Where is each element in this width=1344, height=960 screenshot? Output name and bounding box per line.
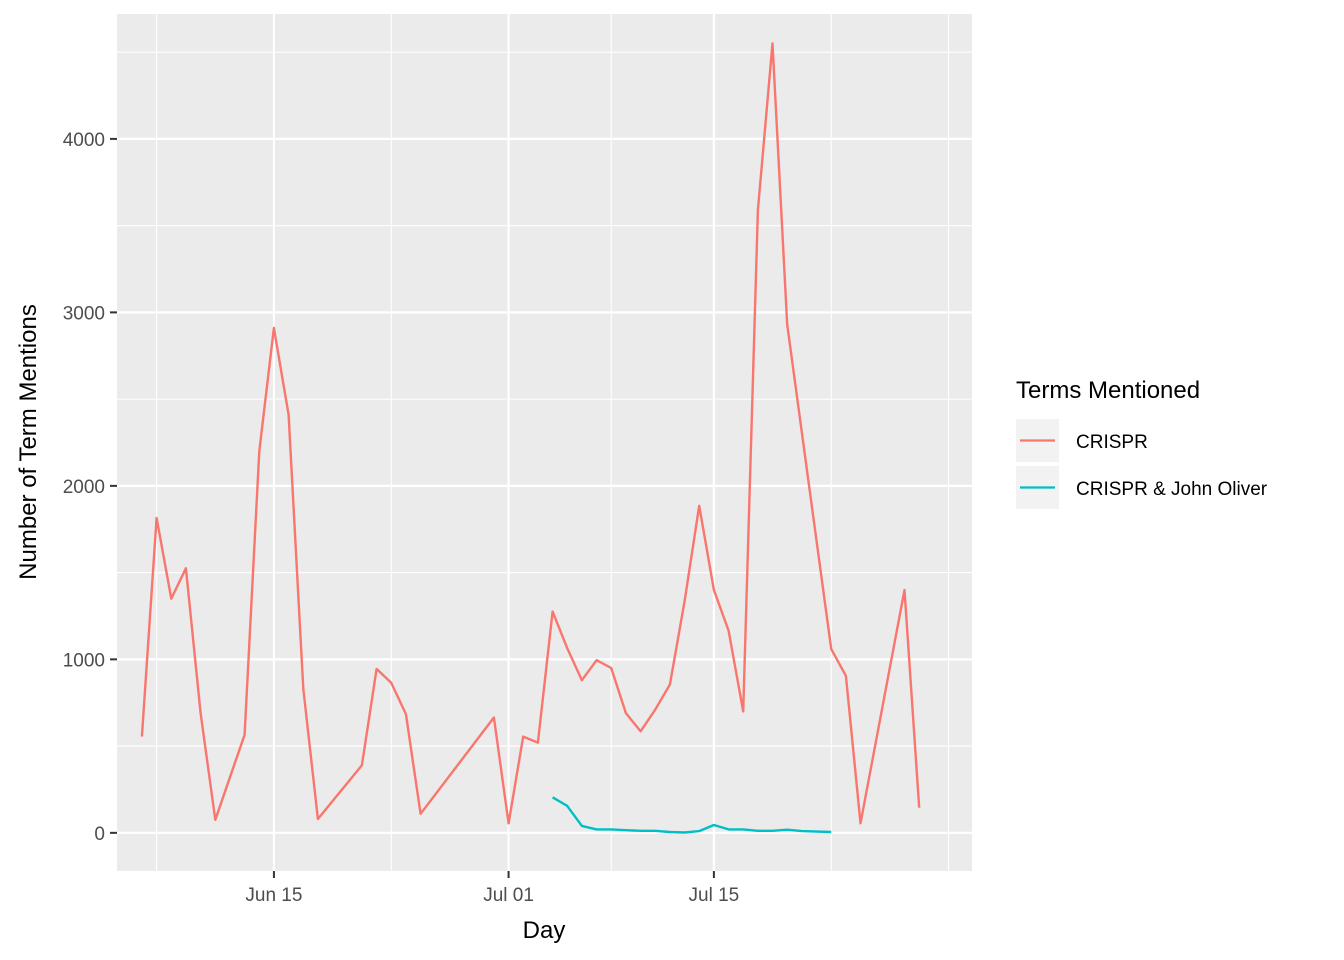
legend: Terms Mentioned CRISPR CRISPR & John Oli…: [1016, 377, 1268, 509]
x-axis: Jun 15 Jul 01 Jul 15: [245, 871, 739, 906]
y-axis: 0 1000 2000 3000 4000: [63, 130, 117, 845]
y-tick-label: 4000: [63, 130, 105, 151]
y-axis-title: Number of Term Mentions: [15, 304, 42, 580]
plot-panel: [117, 14, 972, 871]
x-axis-title: Day: [523, 917, 566, 944]
y-tick-label: 3000: [63, 303, 105, 324]
series-line-crispr-john-oliver: [551, 796, 832, 834]
series-layer: [140, 42, 921, 834]
y-tick-label: 2000: [63, 477, 105, 498]
x-tick-label: Jul 15: [689, 885, 740, 906]
minor-gridlines: [117, 14, 972, 871]
y-tick-label: 1000: [63, 650, 105, 671]
x-tick-label: Jun 15: [245, 885, 302, 906]
legend-label-crispr: CRISPR: [1076, 432, 1148, 453]
x-tick-label: Jul 01: [483, 885, 534, 906]
series-line-crispr: [140, 42, 921, 825]
major-gridlines: [117, 14, 972, 871]
y-tick-label: 0: [94, 824, 105, 845]
legend-title: Terms Mentioned: [1016, 377, 1200, 404]
legend-label-crispr-john-oliver: CRISPR & John Oliver: [1076, 479, 1268, 500]
